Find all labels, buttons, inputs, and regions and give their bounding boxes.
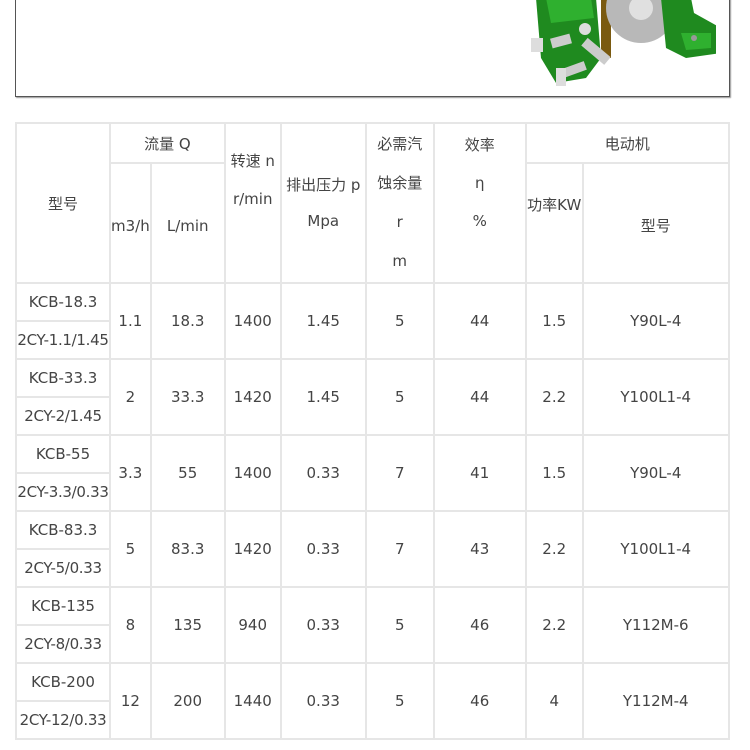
header-npsh: 必需汽蚀余量 r m [364, 122, 435, 284]
cell-npsh: 7 [364, 434, 435, 512]
cell-m3h: 3.3 [109, 434, 152, 512]
model-kcb: KCB-83.3 [15, 510, 111, 550]
header-motor-power: 功率KW [524, 162, 584, 284]
model-2cy: 2CY-1.1/1.45 [15, 320, 111, 360]
npsh-l1: 必需汽 [377, 135, 423, 153]
cell-lmin: 83.3 [149, 510, 226, 588]
cell-eff: 41 [432, 434, 527, 512]
cell-power: 2.2 [524, 510, 584, 588]
cell-pressure: 0.33 [279, 662, 367, 740]
gear-pump-image [531, 0, 716, 86]
cell-pressure: 0.33 [279, 586, 367, 664]
table-row: KCB-135 8 135 940 0.33 5 46 2.2 Y112M-6 [15, 586, 730, 664]
cell-pressure: 1.45 [279, 358, 367, 436]
cell-m3h: 8 [109, 586, 152, 664]
cell-eff: 46 [432, 586, 527, 664]
cell-motor: Y100L1-4 [581, 358, 730, 436]
cell-eff: 44 [432, 282, 527, 360]
pressure-label: 排出压力 p [286, 176, 361, 194]
cell-npsh: 7 [364, 510, 435, 588]
cell-power: 1.5 [524, 282, 584, 360]
model-2cy: 2CY-3.3/0.33 [15, 472, 111, 512]
header-flow: 流量 Q [109, 122, 226, 164]
product-image-box [15, 0, 730, 97]
cell-pressure: 0.33 [279, 510, 367, 588]
cell-speed: 1440 [223, 662, 282, 740]
cell-m3h: 2 [109, 358, 152, 436]
table-row-sub: 2CY-2/1.45 [15, 396, 729, 436]
npsh-l4: m [392, 252, 408, 270]
model-kcb: KCB-200 [15, 662, 111, 702]
eff-label: 效率 [464, 136, 495, 154]
table-row-sub: 2CY-1.1/1.45 [15, 320, 729, 360]
pump-spec-table: 型号 流量 Q 转速 n r/min 排出压力 p Mpa 必需汽蚀余量 r m 效率 η… [15, 122, 730, 740]
model-2cy: 2CY-2/1.45 [15, 396, 111, 436]
cell-m3h: 1.1 [109, 282, 152, 360]
table-row-sub: 2CY-12/0.33 [15, 700, 729, 740]
model-2cy: 2CY-12/0.33 [15, 700, 111, 740]
speed-unit: r/min [232, 190, 273, 208]
cell-speed: 1420 [223, 510, 282, 588]
cell-lmin: 18.3 [149, 282, 226, 360]
eff-symbol: η [474, 174, 485, 192]
cell-motor: Y90L-4 [581, 434, 730, 512]
cell-power: 2.2 [524, 586, 584, 664]
cell-power: 2.2 [524, 358, 584, 436]
header-lmin: L/min [149, 162, 226, 284]
table-row: KCB-83.3 5 83.3 1420 0.33 7 43 2.2 Y100L1-4 [15, 510, 730, 588]
table-row: KCB-18.3 1.1 18.3 1400 1.45 5 44 1.5 Y90L-4 [15, 282, 730, 360]
cell-speed: 1400 [223, 282, 282, 360]
cell-lmin: 135 [149, 586, 226, 664]
cell-speed: 940 [223, 586, 282, 664]
header-eff: 效率 η% [432, 122, 527, 284]
table-row: KCB-33.3 2 33.3 1420 1.45 5 44 2.2 Y100L1-4 [15, 358, 730, 436]
cell-npsh: 5 [364, 586, 435, 664]
cell-motor: Y100L1-4 [581, 510, 730, 588]
cell-power: 4 [524, 662, 584, 740]
cell-eff: 44 [432, 358, 527, 436]
model-kcb: KCB-33.3 [15, 358, 111, 398]
model-kcb: KCB-135 [15, 586, 111, 626]
cell-speed: 1400 [223, 434, 282, 512]
header-m3h: m3/h [109, 162, 152, 284]
cell-npsh: 5 [364, 282, 435, 360]
cell-motor: Y112M-6 [581, 586, 730, 664]
cell-pressure: 0.33 [279, 434, 367, 512]
model-2cy: 2CY-5/0.33 [15, 548, 111, 588]
header-motor-model: 型号 [581, 162, 730, 284]
npsh-l3: r [396, 213, 403, 231]
table-row-sub: 2CY-8/0.33 [15, 624, 729, 664]
cell-npsh: 5 [364, 662, 435, 740]
header-model: 型号 [15, 122, 111, 284]
eff-unit: % [472, 212, 487, 230]
header-speed: 转速 n r/min [223, 122, 282, 284]
table-row-sub: 2CY-3.3/0.33 [15, 472, 729, 512]
cell-eff: 43 [432, 510, 527, 588]
header-pressure: 排出压力 p Mpa [279, 122, 367, 284]
cell-lmin: 55 [149, 434, 226, 512]
cell-pressure: 1.45 [279, 282, 367, 360]
model-kcb: KCB-55 [15, 434, 111, 474]
header-motor: 电动机 [524, 122, 730, 164]
table-row: KCB-200 12 200 1440 0.33 5 46 4 Y112M-4 [15, 662, 730, 740]
cell-npsh: 5 [364, 358, 435, 436]
cell-lmin: 33.3 [149, 358, 226, 436]
pressure-unit: Mpa [307, 212, 340, 230]
model-kcb: KCB-18.3 [15, 282, 111, 322]
cell-lmin: 200 [149, 662, 226, 740]
cell-eff: 46 [432, 662, 527, 740]
table-row-sub: 2CY-5/0.33 [15, 548, 729, 588]
npsh-l2: 蚀余量 [377, 174, 423, 192]
cell-power: 1.5 [524, 434, 584, 512]
cell-m3h: 5 [109, 510, 152, 588]
cell-motor: Y90L-4 [581, 282, 730, 360]
table-row: KCB-55 3.3 55 1400 0.33 7 41 1.5 Y90L-4 [15, 434, 730, 512]
cell-m3h: 12 [109, 662, 152, 740]
speed-label: 转速 n [230, 152, 275, 170]
model-2cy: 2CY-8/0.33 [15, 624, 111, 664]
cell-speed: 1420 [223, 358, 282, 436]
cell-motor: Y112M-4 [581, 662, 730, 740]
